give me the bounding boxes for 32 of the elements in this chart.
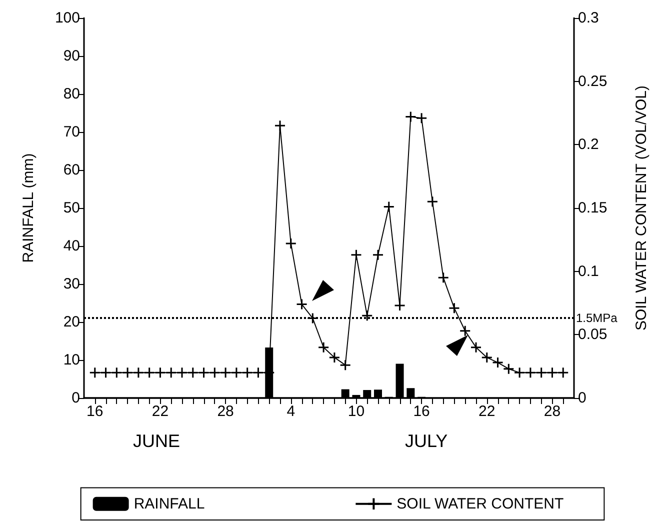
y-tick-label: 30 — [63, 276, 80, 292]
x-tick-label: 22 — [478, 403, 496, 420]
y-tick-label: 70 — [63, 124, 80, 140]
ref-line-label: 1.5MPa — [576, 311, 618, 326]
text: JUNE — [133, 431, 180, 451]
x-tick-label: 16 — [413, 403, 430, 420]
y-tick-label: 20 — [63, 314, 80, 330]
x-tick-label: 28 — [217, 403, 234, 420]
text: JULY — [405, 431, 448, 451]
legend-label: RAINFALL — [134, 495, 205, 512]
y2-tick-label: 0.05 — [578, 326, 608, 344]
y2-tick-label: 0.25 — [578, 72, 608, 90]
legend-label: SOIL WATER CONTENT — [396, 495, 564, 512]
y-tick-label: 90 — [63, 48, 80, 64]
y-tick-label: 80 — [63, 86, 80, 102]
y-tick-label: 60 — [63, 162, 80, 178]
y-tick-label: 50 — [63, 200, 80, 216]
x-tick-label: 4 — [286, 403, 296, 420]
x-tick-label: 28 — [544, 403, 561, 420]
y-axis-title: RAINFALL (mm) — [20, 153, 37, 263]
y2-tick-label: 0.3 — [578, 10, 599, 26]
x-tick-label: 22 — [152, 403, 169, 420]
y-tick-label: 40 — [63, 238, 80, 254]
y2-tick-label: 0.2 — [578, 136, 599, 154]
y2-tick-label: 0.1 — [578, 262, 599, 280]
y-tick-label: 0 — [72, 390, 80, 406]
x-tick-label: 10 — [348, 403, 365, 420]
y2-tick-label: 0.15 — [578, 200, 608, 216]
y2-axis-title: SOIL WATER CONTENT (VOL/VOL) — [633, 85, 650, 331]
x-tick-label: 16 — [86, 403, 104, 420]
y-tick-label: 100 — [54, 10, 80, 26]
y-tick-label: 10 — [63, 352, 80, 368]
